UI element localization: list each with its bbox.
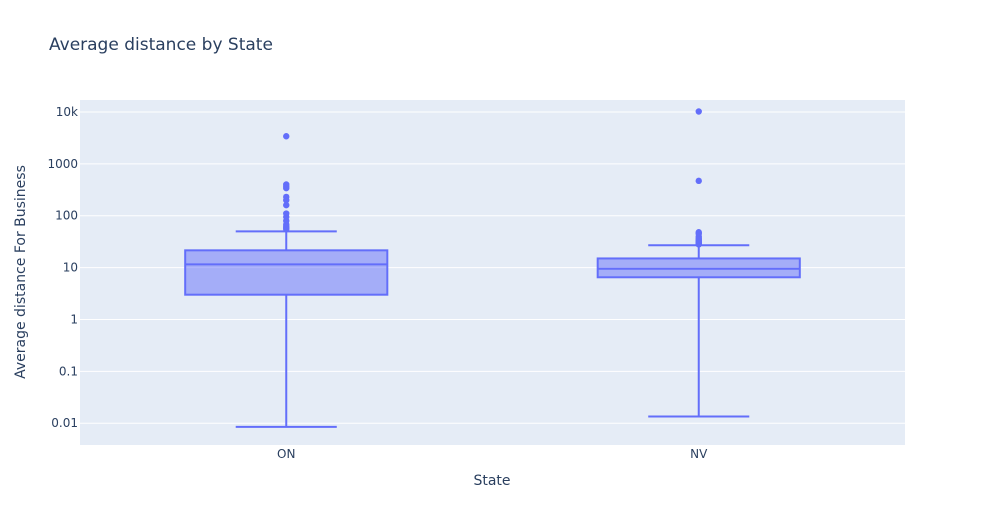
iqr-box	[184, 249, 389, 296]
x-axis-title: State	[473, 473, 510, 489]
outlier-point	[695, 108, 702, 115]
y-tick-label: 10k	[56, 105, 78, 119]
y-tick-label: 1	[70, 312, 78, 326]
outlier-point	[695, 229, 702, 236]
x-tick-label: ON	[277, 447, 295, 461]
x-tick-label: NV	[690, 447, 708, 461]
y-tick-label: 10	[63, 261, 78, 275]
y-tick-label: 100	[55, 209, 78, 223]
chart-title: Average distance by State	[49, 35, 273, 55]
outlier-point	[283, 133, 290, 140]
y-tick-label: 0.1	[59, 364, 78, 378]
y-tick-label: 0.01	[51, 416, 78, 430]
box-nv	[596, 108, 801, 418]
outlier-point	[283, 201, 290, 209]
outlier-point	[283, 210, 290, 217]
y-tick-label: 1000	[47, 157, 78, 171]
x-tick-labels: ON NV	[277, 447, 708, 461]
box-on	[184, 133, 389, 428]
y-axis-title: Average distance For Business	[13, 165, 29, 379]
boxes	[184, 108, 801, 428]
y-tick-labels: 0.01 0.1 1 10 100 1000 10k	[47, 105, 78, 430]
outlier-point	[283, 193, 290, 201]
outlier-point	[695, 177, 702, 185]
outlier-point	[283, 181, 290, 188]
